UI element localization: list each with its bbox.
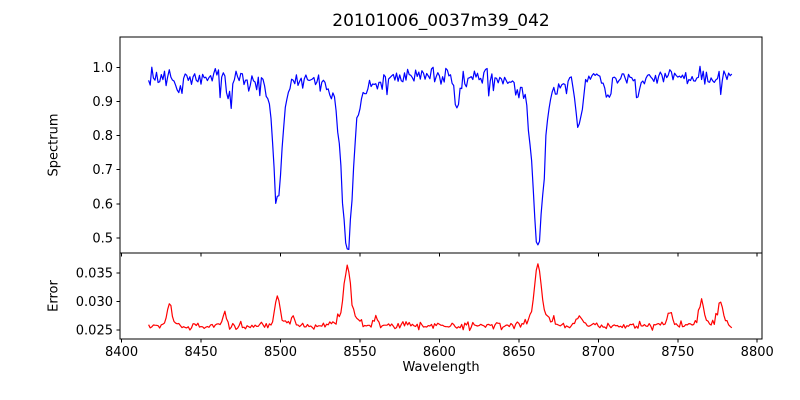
x-tick-label: 8450 [184, 345, 217, 360]
spectrum-y-tick-label: 0.7 [92, 163, 113, 178]
x-tick-label: 8650 [502, 345, 535, 360]
x-tick-label: 8500 [264, 345, 297, 360]
x-tick-label: 8750 [661, 345, 694, 360]
spectrum-line [148, 65, 733, 250]
x-tick-label: 8600 [423, 345, 456, 360]
x-tick-label: 8800 [741, 345, 774, 360]
spectrum-y-tick-label: 0.5 [92, 231, 113, 246]
figure-title: 20101006_0037m39_042 [332, 11, 550, 31]
error-y-tick-label: 0.025 [76, 323, 113, 338]
spectrum-y-tick-label: 1.0 [92, 61, 113, 76]
error-y-tick-label: 0.035 [76, 266, 113, 281]
spectrum-y-tick-label: 0.9 [92, 95, 113, 110]
x-tick-label: 8700 [582, 345, 615, 360]
error-axes-frame [119, 252, 763, 340]
spectrum-y-tick-label: 0.8 [92, 129, 113, 144]
error-line [148, 263, 733, 332]
spectrum-axes-frame [119, 36, 763, 254]
error-y-tick-label: 0.030 [76, 295, 113, 310]
x-tick-label: 8550 [343, 345, 376, 360]
x-tick-label: 8400 [105, 345, 138, 360]
x-axis-label: Wavelength [402, 360, 480, 375]
spectrum-y-tick-label: 0.6 [92, 197, 113, 212]
